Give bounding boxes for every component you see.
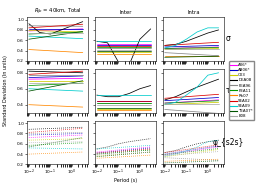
Title: $R_{jb}$ = 40km, Total: $R_{jb}$ = 40km, Total [34,7,81,17]
X-axis label: Period (s): Period (s) [114,178,137,183]
Y-axis label: φ_{s2s}: φ_{s2s} [213,138,244,147]
Y-axis label: σ: σ [226,34,231,43]
Title: Intra: Intra [187,10,199,15]
Legend: A06*, AB06*, C03, DEA08, FEA96, PEA11, Rk07, SEA02, SEA09, TEA07*, E08: A06*, AB06*, C03, DEA08, FEA96, PEA11, R… [229,61,254,120]
Title: Inter: Inter [119,10,132,15]
Y-axis label: τ: τ [226,86,230,95]
Text: Standard Deviation (ln units): Standard Deviation (ln units) [3,55,8,126]
